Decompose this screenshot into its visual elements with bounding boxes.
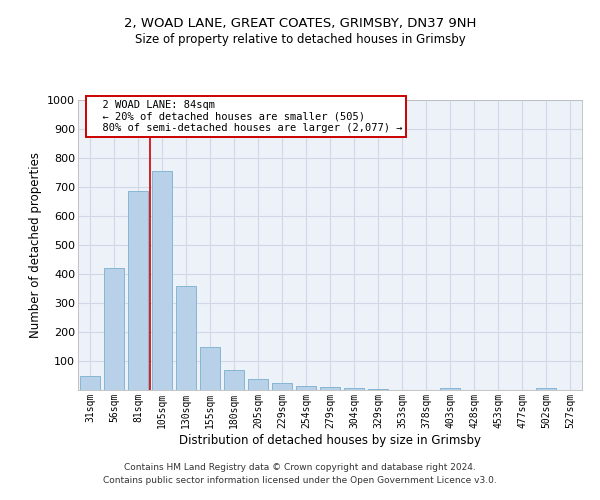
Bar — [368, 388, 388, 390]
Text: 2 WOAD LANE: 84sqm
  ← 20% of detached houses are smaller (505)
  80% of semi-de: 2 WOAD LANE: 84sqm ← 20% of detached hou… — [90, 100, 403, 133]
Bar — [272, 383, 292, 390]
Bar — [224, 370, 244, 390]
Text: Contains HM Land Registry data © Crown copyright and database right 2024.: Contains HM Land Registry data © Crown c… — [124, 462, 476, 471]
Bar — [152, 171, 172, 390]
Bar — [248, 379, 268, 390]
Text: Contains public sector information licensed under the Open Government Licence v3: Contains public sector information licen… — [103, 476, 497, 485]
Bar — [536, 388, 556, 390]
Bar — [176, 286, 196, 390]
Bar — [200, 346, 220, 390]
X-axis label: Distribution of detached houses by size in Grimsby: Distribution of detached houses by size … — [179, 434, 481, 446]
Bar — [344, 388, 364, 390]
Bar — [320, 387, 340, 390]
Bar — [296, 386, 316, 390]
Bar — [440, 388, 460, 390]
Bar — [80, 376, 100, 390]
Y-axis label: Number of detached properties: Number of detached properties — [29, 152, 41, 338]
Bar — [104, 268, 124, 390]
Text: 2, WOAD LANE, GREAT COATES, GRIMSBY, DN37 9NH: 2, WOAD LANE, GREAT COATES, GRIMSBY, DN3… — [124, 18, 476, 30]
Bar — [128, 192, 148, 390]
Text: Size of property relative to detached houses in Grimsby: Size of property relative to detached ho… — [134, 32, 466, 46]
